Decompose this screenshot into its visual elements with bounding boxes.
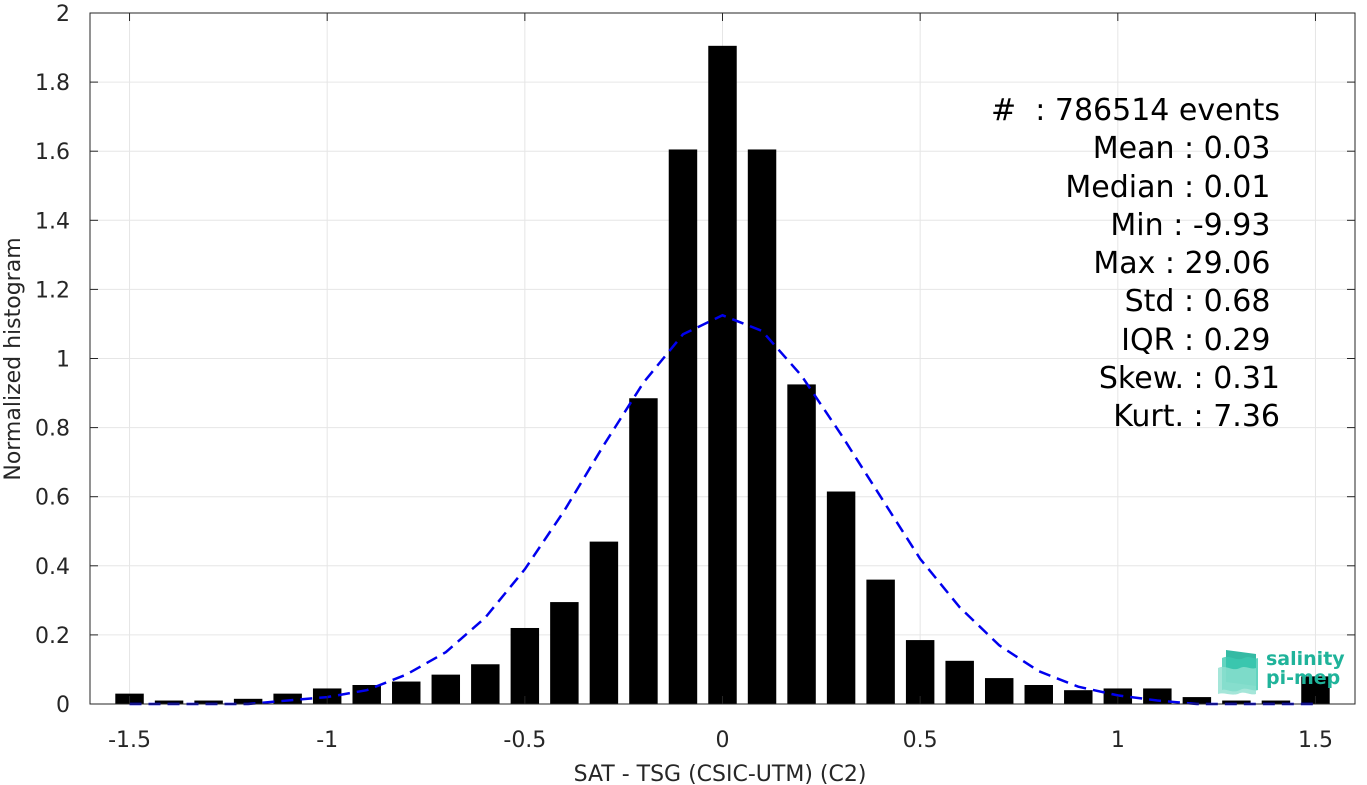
stat-median: Median : 0.01 — [1065, 169, 1280, 205]
histogram-bar — [194, 700, 223, 704]
stat-kurt: Kurt. : 7.36 — [1113, 399, 1280, 435]
histogram-bar — [1182, 697, 1212, 704]
x-tick-label: -0.5 — [503, 728, 546, 753]
y-tick-label: 1 — [56, 348, 70, 373]
histogram-bar — [352, 684, 381, 704]
axis-ticks: -1.5 -1 -0.5 0 0.5 1 1.5 0 0.2 0.4 0.6 0.8 1 1.2 1.4 1.… — [35, 2, 1355, 753]
histogram-bar — [826, 491, 856, 704]
logo-line-1: salinity — [1266, 648, 1345, 670]
y-tick-label: 1.4 — [35, 209, 70, 234]
stat-mean: Mean : 0.03 — [1092, 131, 1280, 167]
wave-logo-icon — [1218, 650, 1258, 695]
histogram-bar — [273, 693, 302, 704]
y-axis-label: Normalized histogram — [1, 237, 26, 480]
histogram-bar — [589, 541, 619, 704]
histogram-bar — [668, 149, 698, 704]
histogram-bar — [471, 664, 500, 704]
histogram-bar — [629, 398, 658, 704]
y-tick-label: 0 — [56, 693, 70, 718]
histogram-bar — [392, 681, 421, 704]
x-axis-label: SAT - TSG (CSIC-UTM) (C2) — [574, 762, 867, 785]
x-tick-label: 0 — [716, 728, 730, 753]
histogram-bar — [866, 579, 895, 704]
y-tick-label: 1.8 — [35, 71, 70, 96]
stat-skew: Skew. : 0.31 — [1098, 361, 1280, 397]
histogram-bar — [233, 698, 263, 704]
logo-line-2: pi-mep — [1266, 667, 1341, 689]
histogram-bar — [1261, 700, 1291, 704]
x-tick-label: -1 — [316, 728, 338, 753]
x-tick-label: 1.5 — [1298, 728, 1333, 753]
histogram-bar — [1222, 700, 1251, 704]
histogram-bar — [905, 640, 935, 704]
stat-events: # : 786514 events — [991, 93, 1280, 128]
histogram-bar — [510, 627, 540, 704]
y-tick-label: 2 — [56, 2, 70, 27]
y-tick-label: 0.6 — [35, 486, 70, 511]
x-tick-label: 1 — [1111, 728, 1125, 753]
x-tick-label: 0.5 — [903, 728, 938, 753]
statistics-panel: # : 786514 events Mean : 0.03 Median : 0… — [900, 92, 1280, 437]
histogram-bar — [708, 45, 737, 704]
y-tick-label: 0.2 — [35, 624, 70, 649]
salinity-pimep-logo: salinity pi-mep — [1216, 646, 1346, 696]
y-tick-label: 0.4 — [35, 555, 70, 580]
histogram-bar — [787, 384, 816, 704]
histogram-bar — [945, 660, 974, 704]
stat-max: Max : 29.06 — [1093, 246, 1280, 282]
histogram-bars — [115, 45, 1330, 704]
stat-std: Std : 0.68 — [1124, 284, 1280, 320]
y-tick-label: 1.2 — [35, 278, 70, 303]
stat-min: Min : -9.93 — [1110, 207, 1280, 243]
histogram-bar — [1024, 684, 1053, 704]
histogram-bar — [984, 678, 1014, 704]
y-tick-label: 1.6 — [35, 140, 70, 165]
histogram-bar — [747, 149, 777, 704]
stat-iqr: IQR : 0.29 — [1121, 322, 1280, 358]
histogram-bar — [154, 700, 184, 704]
histogram-bar — [1064, 690, 1093, 704]
x-tick-label: -1.5 — [108, 728, 151, 753]
histogram-bar — [550, 602, 579, 704]
histogram-bar — [431, 674, 461, 704]
y-tick-label: 0.8 — [35, 417, 70, 442]
